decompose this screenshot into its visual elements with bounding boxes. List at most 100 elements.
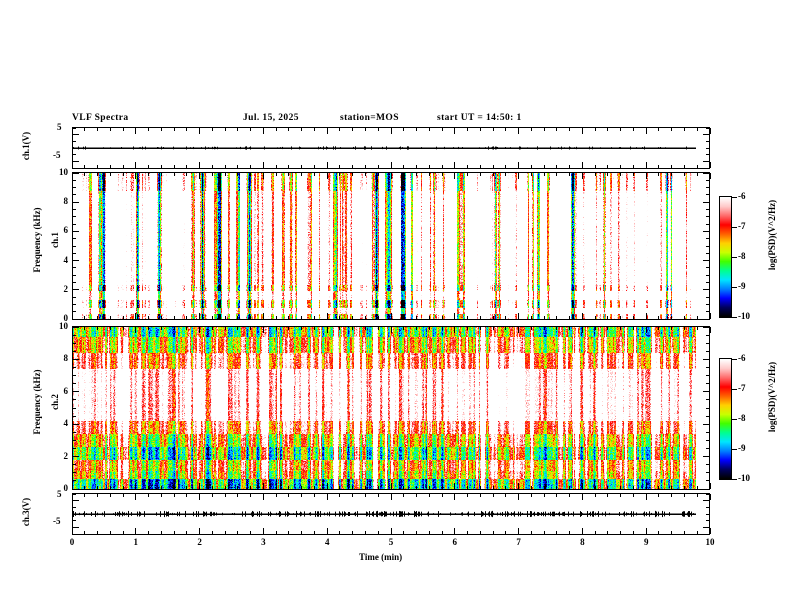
xtick-bottom-1-23 (364, 315, 366, 319)
xtick-bottom-2-26 (403, 485, 405, 489)
xtick-top-3-8 (173, 494, 175, 498)
xtick-bottom-3-12 (224, 530, 226, 534)
xtick-bottom-3-50 (709, 528, 711, 534)
xtick-top-0-10 (199, 128, 201, 134)
xtick-top-0-38 (556, 128, 558, 132)
xtick-bottom-3-14 (250, 530, 252, 534)
xtick-top-2-40 (581, 327, 583, 333)
ytick-left-3-0 (73, 493, 77, 495)
ytick-left-1-11 (73, 238, 77, 240)
xtick-bottom-3-41 (594, 530, 596, 534)
xtick-bottom-0-48 (683, 164, 685, 168)
xtick-top-0-48 (683, 128, 685, 132)
xtick-bottom-1-48 (683, 315, 685, 319)
xtick-top-1-33 (492, 173, 494, 177)
ytick-label-ch1_spec-4: 4 (63, 254, 69, 265)
xtick-top-3-47 (671, 494, 673, 498)
x-tick-label-10: 10 (705, 537, 715, 547)
xtick-top-3-50 (709, 494, 711, 500)
xtick-bottom-3-42 (607, 530, 609, 534)
colorbar-tick-label-1--8: -8 (738, 413, 746, 423)
x-tick-label-9: 9 (643, 537, 649, 547)
ytick-left-1-7 (73, 267, 77, 269)
xtick-bottom-0-16 (275, 164, 277, 168)
xtick-bottom-0-29 (441, 164, 443, 168)
xtick-bottom-3-39 (569, 530, 571, 534)
ytick-left-2-6 (73, 439, 77, 441)
xtick-top-3-33 (492, 494, 494, 498)
xtick-bottom-1-15 (262, 313, 264, 319)
x-tick-label-8: 8 (580, 537, 585, 547)
x-tick-label-7: 7 (516, 537, 521, 547)
ytick-left-2-8 (73, 423, 79, 425)
ytick-right-1-5 (705, 282, 709, 283)
colorbar-tick-label-0--10: -10 (738, 311, 750, 321)
xtick-top-2-27 (416, 327, 418, 331)
ytick-right-2-12 (703, 391, 709, 393)
xtick-bottom-2-47 (671, 485, 673, 489)
ytick-left-2-0 (73, 488, 79, 490)
ytick-right-1-3 (705, 296, 709, 298)
xtick-top-1-0 (71, 173, 73, 179)
ytick-left-0-0 (73, 127, 77, 129)
ytick-left-1-1 (73, 311, 77, 313)
xtick-bottom-2-34 (505, 485, 507, 489)
xtick-bottom-1-47 (671, 315, 673, 319)
ytick-left-1-9 (73, 252, 77, 254)
xtick-bottom-3-11 (211, 530, 213, 534)
xtick-top-0-50 (709, 128, 711, 134)
xtick-top-3-26 (403, 494, 405, 498)
xtick-top-2-49 (696, 327, 698, 331)
xtick-top-1-36 (530, 173, 532, 177)
xtick-bottom-3-29 (441, 530, 443, 534)
xtick-top-1-28 (428, 173, 430, 177)
ytick-label-ch1_spec-0: 0 (63, 313, 69, 323)
ytick-right-1-0 (703, 318, 709, 320)
ytick-left-2-20 (73, 326, 79, 328)
xtick-bottom-2-17 (288, 485, 290, 489)
xtick-bottom-1-13 (237, 315, 239, 319)
ytick-right-2-0 (703, 488, 709, 490)
xtick-top-0-14 (250, 128, 252, 132)
xtick-bottom-0-0 (71, 162, 73, 168)
xtick-bottom-2-29 (441, 485, 443, 489)
xtick-top-0-49 (696, 128, 698, 132)
xtick-top-1-13 (237, 173, 239, 177)
xtick-bottom-3-22 (352, 530, 354, 534)
xtick-top-2-22 (352, 327, 354, 331)
colorbar-ch1 (719, 196, 732, 318)
xtick-bottom-0-21 (339, 164, 341, 168)
xtick-top-3-45 (645, 494, 647, 500)
xtick-top-0-37 (543, 128, 545, 132)
ytick-left-2-9 (73, 415, 77, 417)
plot-title: VLF Spectra (72, 113, 129, 123)
ytick-right-3-2 (705, 506, 709, 508)
ytick-left-1-20 (73, 172, 79, 174)
xtick-top-0-17 (288, 128, 290, 132)
xtick-top-3-49 (696, 494, 698, 498)
xtick-bottom-3-10 (199, 528, 201, 534)
xtick-bottom-1-2 (97, 315, 99, 319)
xtick-bottom-1-50 (709, 313, 711, 319)
ch3-ytick-neg5: -5 (53, 516, 61, 526)
xtick-top-0-42 (607, 128, 609, 132)
xtick-top-2-44 (632, 327, 634, 331)
xtick-top-2-34 (505, 327, 507, 331)
xtick-bottom-0-34 (505, 164, 507, 168)
ytick-right-1-15 (705, 209, 709, 210)
xtick-top-0-32 (479, 128, 481, 132)
xtick-top-2-23 (364, 327, 366, 331)
ch1-spectrogram-image (73, 173, 709, 319)
x-tick-label-4: 4 (324, 537, 330, 547)
xtick-top-1-32 (479, 173, 481, 177)
ytick-left-1-10 (73, 245, 77, 247)
ytick-left-2-3 (73, 464, 77, 466)
xtick-bottom-1-7 (160, 315, 162, 319)
ytick-right-0-5 (703, 160, 709, 162)
xtick-bottom-0-25 (390, 162, 392, 168)
ytick-right-1-11 (705, 238, 709, 240)
xtick-top-2-28 (428, 327, 430, 331)
xtick-top-2-50 (709, 327, 711, 333)
ytick-right-2-9 (705, 415, 709, 417)
